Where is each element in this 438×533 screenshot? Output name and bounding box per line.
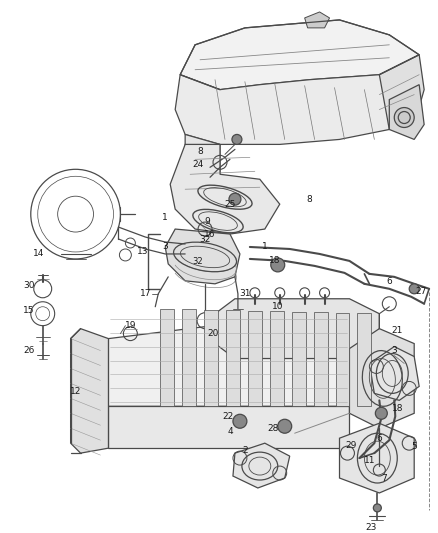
Polygon shape (336, 313, 350, 406)
Polygon shape (248, 311, 262, 406)
Polygon shape (339, 423, 414, 493)
Polygon shape (182, 309, 196, 406)
Circle shape (229, 193, 241, 205)
Text: 32: 32 (193, 257, 203, 266)
Polygon shape (109, 309, 379, 406)
Text: 3: 3 (162, 243, 168, 252)
Text: 10: 10 (272, 302, 283, 311)
Polygon shape (215, 299, 379, 359)
Circle shape (271, 258, 285, 272)
Text: 24: 24 (192, 160, 204, 169)
Polygon shape (270, 311, 284, 406)
Text: 3: 3 (392, 346, 397, 355)
Polygon shape (71, 329, 109, 453)
Polygon shape (160, 309, 174, 406)
Polygon shape (292, 312, 306, 406)
Circle shape (278, 419, 292, 433)
Circle shape (394, 108, 414, 127)
Text: 23: 23 (366, 523, 377, 532)
Text: 28: 28 (267, 424, 279, 433)
Text: 17: 17 (140, 289, 151, 298)
Text: 19: 19 (125, 321, 136, 330)
Text: 6: 6 (386, 277, 392, 286)
Polygon shape (185, 134, 220, 174)
Text: 18: 18 (269, 256, 280, 265)
Circle shape (375, 407, 387, 419)
Polygon shape (165, 229, 240, 284)
Text: 21: 21 (392, 326, 403, 335)
Text: 15: 15 (23, 306, 35, 315)
Text: 14: 14 (33, 249, 44, 259)
Circle shape (232, 134, 242, 144)
Polygon shape (170, 144, 280, 234)
Text: 1: 1 (162, 213, 168, 222)
Text: 22: 22 (223, 412, 233, 421)
Text: 13: 13 (137, 247, 148, 256)
Text: 32: 32 (199, 235, 211, 244)
Text: 27: 27 (416, 287, 427, 296)
Text: 26: 26 (23, 346, 35, 355)
Polygon shape (369, 346, 419, 400)
Text: 31: 31 (239, 289, 251, 298)
Text: 9: 9 (204, 216, 210, 225)
Polygon shape (305, 12, 329, 28)
Polygon shape (389, 85, 424, 140)
Text: 25: 25 (224, 200, 236, 208)
Text: 6: 6 (377, 434, 382, 443)
Circle shape (373, 504, 381, 512)
Polygon shape (180, 20, 419, 90)
Text: 29: 29 (346, 441, 357, 450)
Circle shape (409, 284, 419, 294)
Text: 30: 30 (23, 281, 35, 290)
Polygon shape (357, 313, 371, 406)
Text: 1: 1 (262, 243, 268, 252)
Text: 7: 7 (381, 473, 387, 482)
Text: 5: 5 (411, 442, 417, 451)
Text: 4: 4 (227, 427, 233, 435)
Text: 20: 20 (207, 329, 219, 338)
Polygon shape (314, 312, 328, 406)
Text: 8: 8 (307, 195, 312, 204)
Text: 2: 2 (242, 446, 248, 455)
Circle shape (233, 414, 247, 428)
Polygon shape (350, 329, 414, 428)
Text: 8: 8 (197, 147, 203, 156)
Polygon shape (204, 310, 218, 406)
Text: 11: 11 (364, 456, 375, 465)
Polygon shape (109, 406, 350, 448)
Polygon shape (379, 55, 424, 130)
Text: 16: 16 (204, 230, 216, 239)
Polygon shape (175, 75, 399, 144)
Text: 18: 18 (392, 404, 403, 413)
Polygon shape (226, 310, 240, 406)
Polygon shape (233, 443, 290, 488)
Text: 12: 12 (70, 387, 81, 396)
